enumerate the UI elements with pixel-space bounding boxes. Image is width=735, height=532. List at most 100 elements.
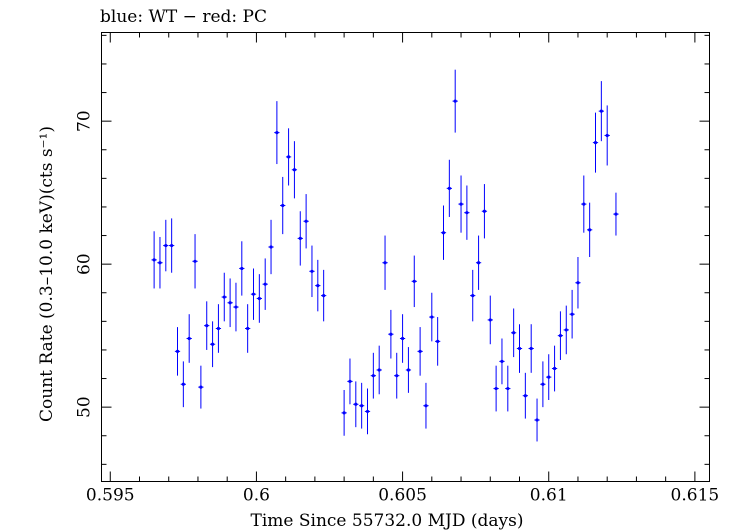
plot-frame <box>101 32 710 482</box>
data-point <box>452 69 458 133</box>
data-point <box>458 175 464 233</box>
data-point <box>405 347 412 393</box>
axes: 0.595 0.6 0.605 0.61 0.615 50 60 70 <box>75 32 719 506</box>
data-point <box>268 219 274 275</box>
point-marker <box>152 258 156 262</box>
data-point <box>274 101 280 165</box>
point-marker <box>412 279 416 283</box>
x-tick-label: 0.6 <box>243 486 270 506</box>
data-point <box>435 317 441 366</box>
point-marker <box>298 236 302 241</box>
data-point <box>493 365 499 412</box>
point-marker <box>181 382 185 386</box>
data-point <box>598 81 604 142</box>
point-marker <box>430 315 434 319</box>
data-point <box>505 365 511 412</box>
point-marker <box>292 168 297 172</box>
data-point <box>209 321 216 368</box>
data-point <box>475 235 482 290</box>
data-point <box>411 255 417 308</box>
point-marker <box>558 334 563 338</box>
point-marker <box>158 261 162 265</box>
data-point <box>399 314 406 363</box>
data-point <box>215 304 222 353</box>
point-marker <box>175 349 180 353</box>
y-tick-label: 70 <box>75 110 95 132</box>
point-marker <box>541 382 545 386</box>
point-marker <box>354 402 358 406</box>
data-point <box>440 205 447 260</box>
data-point <box>239 241 245 296</box>
point-marker <box>228 301 232 305</box>
data-point <box>569 289 575 339</box>
point-marker <box>614 212 618 216</box>
point-marker <box>304 219 308 223</box>
data-point <box>604 105 610 166</box>
x-tick-label: 0.61 <box>530 486 568 506</box>
point-marker <box>275 130 279 135</box>
point-marker <box>187 336 191 341</box>
data-point <box>353 381 359 428</box>
data-point <box>423 382 429 429</box>
data-point <box>540 361 546 408</box>
point-marker <box>210 342 215 346</box>
data-point <box>388 309 394 359</box>
x-axis-label: Time Since 55732.0 MJD (days) <box>251 511 524 531</box>
data-point <box>262 258 268 310</box>
point-marker <box>365 409 370 414</box>
y-tick-label: 60 <box>75 253 95 275</box>
point-marker <box>310 269 314 273</box>
point-marker <box>281 203 285 208</box>
point-marker <box>286 155 291 159</box>
point-marker <box>588 228 592 232</box>
data-point <box>250 268 257 320</box>
data-point <box>315 259 321 312</box>
point-marker <box>605 133 609 138</box>
data-point <box>221 272 227 322</box>
data-point <box>285 128 292 186</box>
data-point <box>359 382 365 429</box>
point-marker <box>471 294 475 298</box>
data-point <box>291 141 298 199</box>
data-point <box>551 345 558 392</box>
data-point <box>256 274 262 323</box>
point-marker <box>465 211 469 215</box>
data-point <box>347 358 353 405</box>
data-point <box>394 352 400 399</box>
point-marker <box>441 231 446 235</box>
point-marker <box>316 283 320 288</box>
data-point <box>370 352 376 399</box>
point-marker <box>582 202 586 206</box>
point-marker <box>257 296 261 301</box>
data-point <box>499 338 505 385</box>
point-marker <box>406 368 411 372</box>
data-point <box>546 354 552 400</box>
point-marker <box>205 324 209 328</box>
point-marker <box>482 209 487 213</box>
point-marker <box>395 374 399 378</box>
point-marker <box>246 326 250 331</box>
point-marker <box>193 259 197 263</box>
point-marker <box>322 294 326 298</box>
point-marker <box>436 339 440 343</box>
data-point <box>303 194 309 249</box>
point-marker <box>377 368 381 372</box>
data-point <box>192 234 198 289</box>
point-marker <box>512 331 516 335</box>
data-point <box>464 185 470 240</box>
point-marker <box>424 404 428 408</box>
point-marker <box>389 332 393 336</box>
data-point <box>534 398 540 442</box>
data-point <box>511 308 517 358</box>
x-tick-label: 0.595 <box>86 486 135 506</box>
data-point <box>592 112 599 173</box>
data-point <box>557 311 564 360</box>
point-marker <box>348 379 352 384</box>
point-marker <box>535 418 539 422</box>
point-marker <box>263 282 267 286</box>
point-marker <box>453 99 457 103</box>
data-point <box>382 235 388 290</box>
data-point <box>487 295 493 345</box>
data-point <box>364 388 371 435</box>
